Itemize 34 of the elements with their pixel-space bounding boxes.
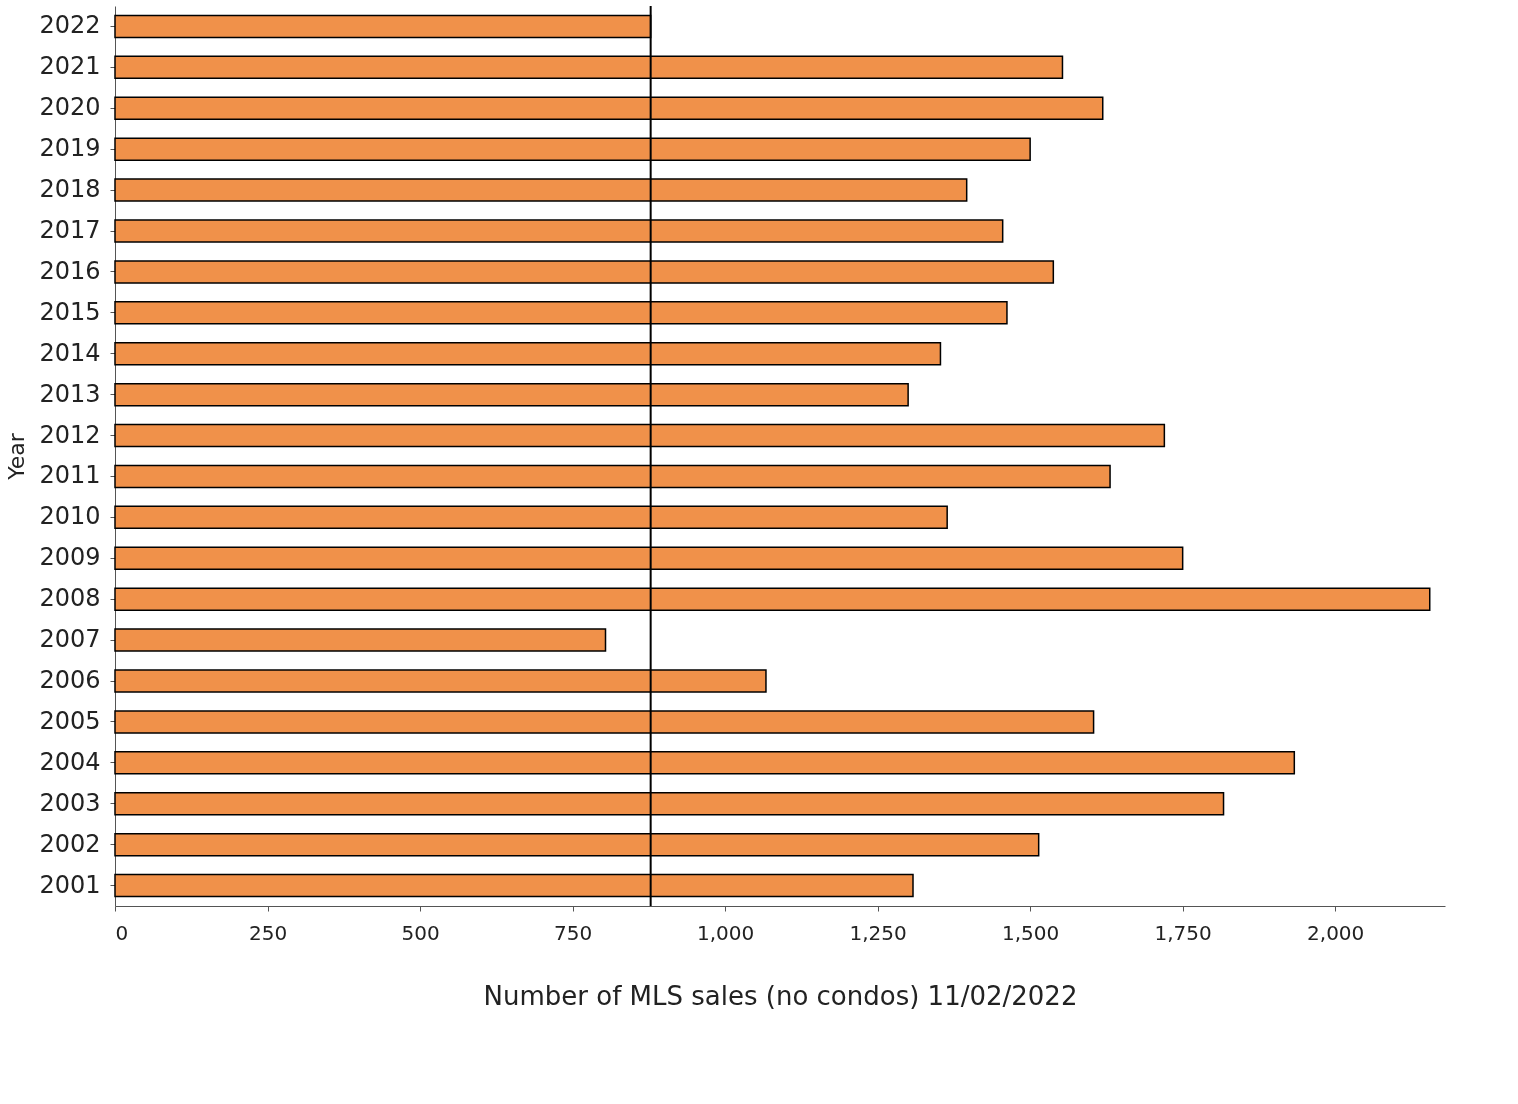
y-tick-label: 2006 bbox=[39, 666, 101, 694]
y-tick-label: 2008 bbox=[39, 584, 101, 613]
y-axis-title: Year bbox=[4, 432, 30, 481]
y-tick-label: 2018 bbox=[39, 175, 101, 204]
y-tick-label: 2002 bbox=[39, 829, 101, 858]
x-tick-label: 1,000 bbox=[696, 920, 755, 945]
x-tick-label: 1,250 bbox=[849, 920, 907, 945]
y-tick-label: 2012 bbox=[39, 420, 101, 449]
x-tick-label: 750 bbox=[553, 920, 593, 945]
y-tick-label: 2016 bbox=[39, 256, 101, 285]
x-tick-label: 500 bbox=[401, 920, 440, 945]
y-tick-label: 2019 bbox=[39, 134, 101, 163]
y-tick-label: 2010 bbox=[39, 502, 101, 531]
y-tick-label: 2013 bbox=[39, 379, 101, 408]
x-tick-label: 1,750 bbox=[1154, 920, 1212, 945]
y-tick-label: 2003 bbox=[39, 788, 101, 817]
x-axis-title: Number of MLS sales (no condos) 11/02/2022 bbox=[483, 980, 1078, 1011]
y-tick-label: 2005 bbox=[39, 706, 101, 735]
y-tick-label: 2022 bbox=[39, 11, 101, 40]
y-tick-label: 2001 bbox=[39, 870, 101, 899]
x-tick-label: 2,000 bbox=[1307, 920, 1365, 945]
y-tick-label: 2017 bbox=[39, 216, 101, 244]
x-tick-label: 250 bbox=[248, 920, 288, 945]
bar bbox=[114, 628, 607, 652]
y-tick-label: 2009 bbox=[39, 543, 101, 572]
y-tick-label: 2021 bbox=[39, 52, 101, 81]
y-tick-label: 2004 bbox=[39, 747, 101, 776]
y-tick-label: 2014 bbox=[39, 338, 101, 367]
x-tick-label: 0 bbox=[115, 920, 129, 945]
y-tick-label: 2007 bbox=[39, 625, 101, 654]
y-tick-label: 2020 bbox=[39, 93, 101, 122]
y-tick-label: 2015 bbox=[39, 297, 101, 326]
y-tick-label: 2011 bbox=[39, 461, 101, 490]
x-tick-label: 1,500 bbox=[1002, 920, 1060, 945]
